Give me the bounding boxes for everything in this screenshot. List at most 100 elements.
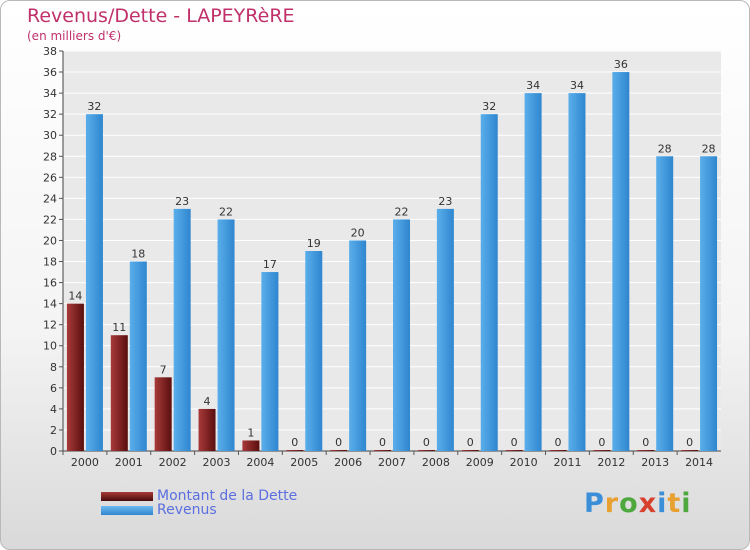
x-tick-label-2009: 2009 [466, 456, 494, 469]
x-tick-label-2002: 2002 [159, 456, 187, 469]
bar-revenus-2006 [349, 240, 367, 451]
data-label-dette-2000: 14 [68, 290, 82, 303]
data-label-revenus-2002: 23 [175, 195, 189, 208]
bar-revenus-2010 [524, 93, 542, 452]
x-tick-label-2000: 2000 [71, 456, 99, 469]
bar-revenus-2007 [393, 219, 410, 451]
data-label-dette-2005: 0 [291, 436, 298, 449]
y-tick-label-0: 0 [50, 445, 57, 458]
bar-dette-2014 [681, 450, 699, 451]
bar-revenus-2002 [173, 208, 191, 451]
y-tick-label-36: 36 [43, 66, 57, 79]
x-tick-label-2001: 2001 [115, 456, 143, 469]
bar-dette-2011 [549, 450, 567, 451]
bar-revenus-2001 [129, 261, 147, 451]
y-tick-label-8: 8 [50, 361, 57, 374]
bar-revenus-2005 [305, 251, 323, 451]
bar-dette-2013 [637, 450, 655, 451]
data-label-revenus-2012: 36 [614, 58, 628, 71]
y-tick-label-14: 14 [43, 298, 57, 311]
y-tick-label-2: 2 [50, 424, 57, 437]
bar-revenus-2012 [612, 72, 630, 451]
bar-dette-2010 [505, 450, 523, 451]
x-tick-label-2012: 2012 [597, 456, 625, 469]
bar-dette-2001 [110, 335, 128, 451]
y-tick-label-12: 12 [43, 319, 57, 332]
bar-revenus-2011 [568, 93, 586, 452]
logo-letter: t [667, 488, 682, 519]
data-label-revenus-2014: 28 [702, 142, 716, 155]
data-label-dette-2009: 0 [467, 436, 474, 449]
data-label-dette-2011: 0 [554, 436, 561, 449]
bar-dette-2012 [593, 450, 611, 451]
x-tick-label-2003: 2003 [203, 456, 231, 469]
y-tick-label-28: 28 [43, 150, 57, 163]
logo-letter: x [638, 488, 658, 519]
x-tick-label-2013: 2013 [641, 456, 669, 469]
data-label-dette-2003: 4 [204, 395, 211, 408]
data-label-dette-2006: 0 [335, 436, 342, 449]
y-tick-label-16: 16 [43, 277, 57, 290]
y-tick-label-4: 4 [50, 403, 57, 416]
bar-dette-2008 [417, 450, 435, 451]
data-label-revenus-2009: 32 [482, 100, 496, 113]
logo-letter: r [604, 488, 620, 519]
y-tick-label-18: 18 [43, 256, 57, 269]
logo-letter: P [584, 488, 605, 519]
data-label-dette-2008: 0 [423, 436, 430, 449]
bar-dette-2004 [242, 440, 260, 451]
data-label-dette-2013: 0 [642, 436, 649, 449]
chart-title: Revenus/Dette - LAPEYRèRE [27, 5, 295, 27]
y-tick-label-30: 30 [43, 129, 57, 142]
y-tick-label-24: 24 [43, 192, 57, 205]
logo-letter: i [657, 488, 668, 519]
data-label-revenus-2008: 23 [438, 195, 452, 208]
x-tick-label-2005: 2005 [290, 456, 318, 469]
bar-revenus-2013 [656, 156, 674, 451]
bar-dette-2003 [198, 408, 216, 451]
x-tick-label-2010: 2010 [510, 456, 538, 469]
bar-dette-2000 [66, 303, 84, 451]
y-tick-label-10: 10 [43, 340, 57, 353]
legend-label-revenus: Revenus [157, 502, 217, 518]
data-label-revenus-2007: 22 [395, 205, 409, 218]
y-tick-label-22: 22 [43, 213, 57, 226]
data-label-dette-2007: 0 [379, 436, 386, 449]
data-label-dette-2001: 11 [112, 321, 126, 334]
bar-dette-2002 [154, 377, 172, 451]
data-label-dette-2004: 1 [247, 426, 254, 439]
y-tick-label-6: 6 [50, 382, 57, 395]
x-tick-label-2007: 2007 [378, 456, 406, 469]
data-label-revenus-2011: 34 [570, 79, 584, 92]
data-label-revenus-2003: 22 [219, 205, 233, 218]
x-tick-label-2008: 2008 [422, 456, 450, 469]
bar-revenus-2014 [700, 156, 718, 451]
bar-revenus-2004 [261, 272, 279, 451]
bar-revenus-2003 [217, 219, 235, 451]
proxiti-logo: Proxiti [584, 488, 692, 519]
data-label-dette-2010: 0 [511, 436, 518, 449]
bar-revenus-2009 [480, 114, 498, 451]
bar-revenus-2000 [85, 114, 103, 451]
x-tick-label-2014: 2014 [685, 456, 713, 469]
data-label-revenus-2005: 19 [307, 237, 321, 250]
y-tick-label-20: 20 [43, 234, 57, 247]
data-label-revenus-2004: 17 [263, 258, 277, 271]
logo-letter: o [619, 488, 639, 519]
logo-letter: i [681, 488, 692, 519]
y-tick-label-26: 26 [43, 171, 57, 184]
x-tick-label-2006: 2006 [334, 456, 362, 469]
data-label-dette-2012: 0 [598, 436, 605, 449]
y-tick-label-34: 34 [43, 87, 57, 100]
bar-dette-2007 [374, 450, 391, 451]
legend-item-dette: Montant de la Dette [101, 488, 297, 504]
bar-dette-2006 [330, 450, 348, 451]
chart-subtitle: (en milliers d'€) [27, 29, 122, 43]
data-label-revenus-2010: 34 [526, 79, 540, 92]
bar-dette-2005 [286, 450, 304, 451]
bar-dette-2009 [461, 450, 479, 451]
legend-label-dette: Montant de la Dette [157, 488, 298, 504]
x-tick-label-2004: 2004 [246, 456, 274, 469]
